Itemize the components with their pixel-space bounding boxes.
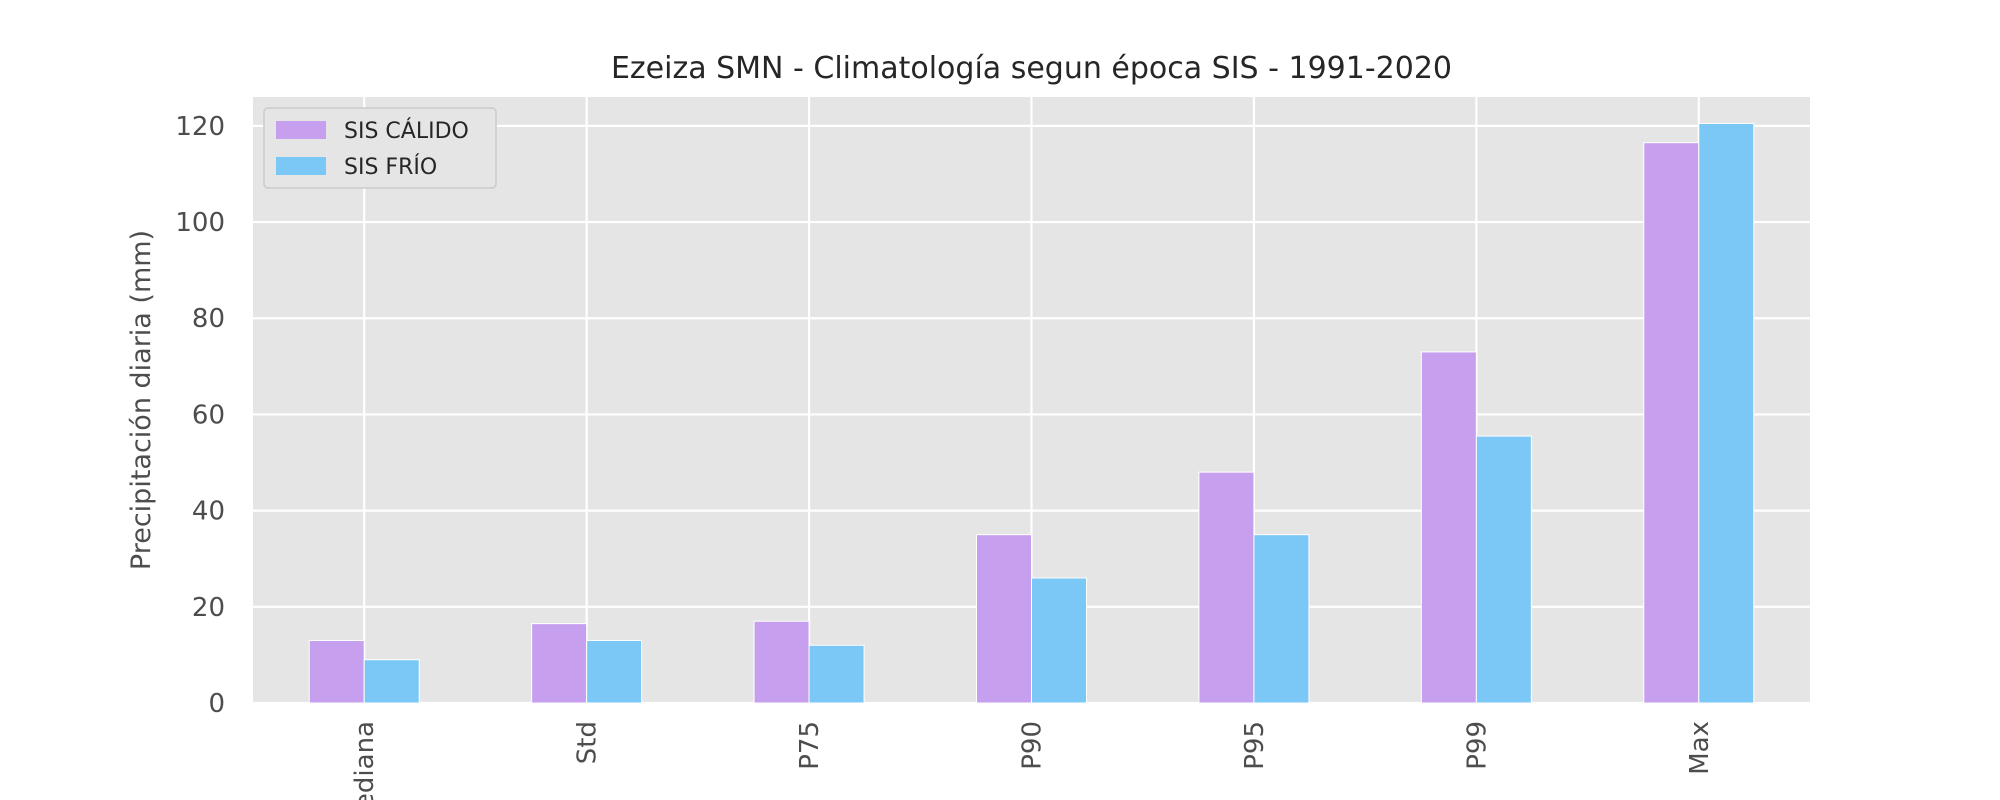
y-tick-labels: 0 20 40 60 80 100 120 xyxy=(175,112,225,719)
legend-label: SIS FRÍO xyxy=(344,154,437,180)
legend-swatch xyxy=(276,157,326,175)
y-tick-label: 120 xyxy=(175,112,225,142)
bar-sis-calido-mediana xyxy=(308,639,365,704)
y-tick-label: 80 xyxy=(192,304,225,334)
x-tick-label: P75 xyxy=(795,721,825,770)
y-tick-label: 60 xyxy=(192,400,225,430)
legend-label: SIS CÁLIDO xyxy=(344,118,469,144)
x-tick-labels: Mediana Std P75 P90 P95 P99 Max xyxy=(350,721,1715,800)
bar-sis-frio-p75 xyxy=(808,644,865,704)
bar-sis-calido-p75 xyxy=(753,620,810,704)
x-tick-label: Std xyxy=(573,721,603,764)
legend-swatch xyxy=(276,121,326,139)
y-tick-label: 20 xyxy=(192,593,225,623)
legend: SIS CÁLIDO SIS FRÍO xyxy=(263,107,497,189)
bar-sis-frio-p99 xyxy=(1475,435,1532,704)
bar-sis-frio-std xyxy=(586,639,643,704)
bar-sis-calido-p90 xyxy=(976,534,1032,704)
y-axis-label: Precipitación diaria (mm) xyxy=(126,230,157,570)
bar-sis-calido-std xyxy=(531,623,588,704)
bar-sis-calido-max xyxy=(1643,142,1700,704)
x-tick-label: Mediana xyxy=(350,721,380,800)
bars xyxy=(308,122,1755,704)
chart-title: Ezeiza SMN - Climatología segun época SI… xyxy=(611,51,1452,86)
bar-sis-frio-p95 xyxy=(1253,534,1310,704)
x-tick-label: Max xyxy=(1685,721,1715,775)
bar-sis-frio-max xyxy=(1698,122,1755,704)
y-tick-label: 40 xyxy=(192,497,225,527)
x-tick-label: P95 xyxy=(1240,721,1270,770)
bar-sis-calido-p95 xyxy=(1198,471,1255,704)
bar-sis-frio-mediana xyxy=(363,659,420,704)
x-tick-label: P99 xyxy=(1462,721,1492,770)
x-tick-label: P90 xyxy=(1018,721,1048,770)
bar-sis-frio-p90 xyxy=(1031,577,1087,704)
y-tick-label: 0 xyxy=(208,689,225,719)
bar-sis-calido-p99 xyxy=(1420,351,1477,704)
y-tick-label: 100 xyxy=(175,208,225,238)
